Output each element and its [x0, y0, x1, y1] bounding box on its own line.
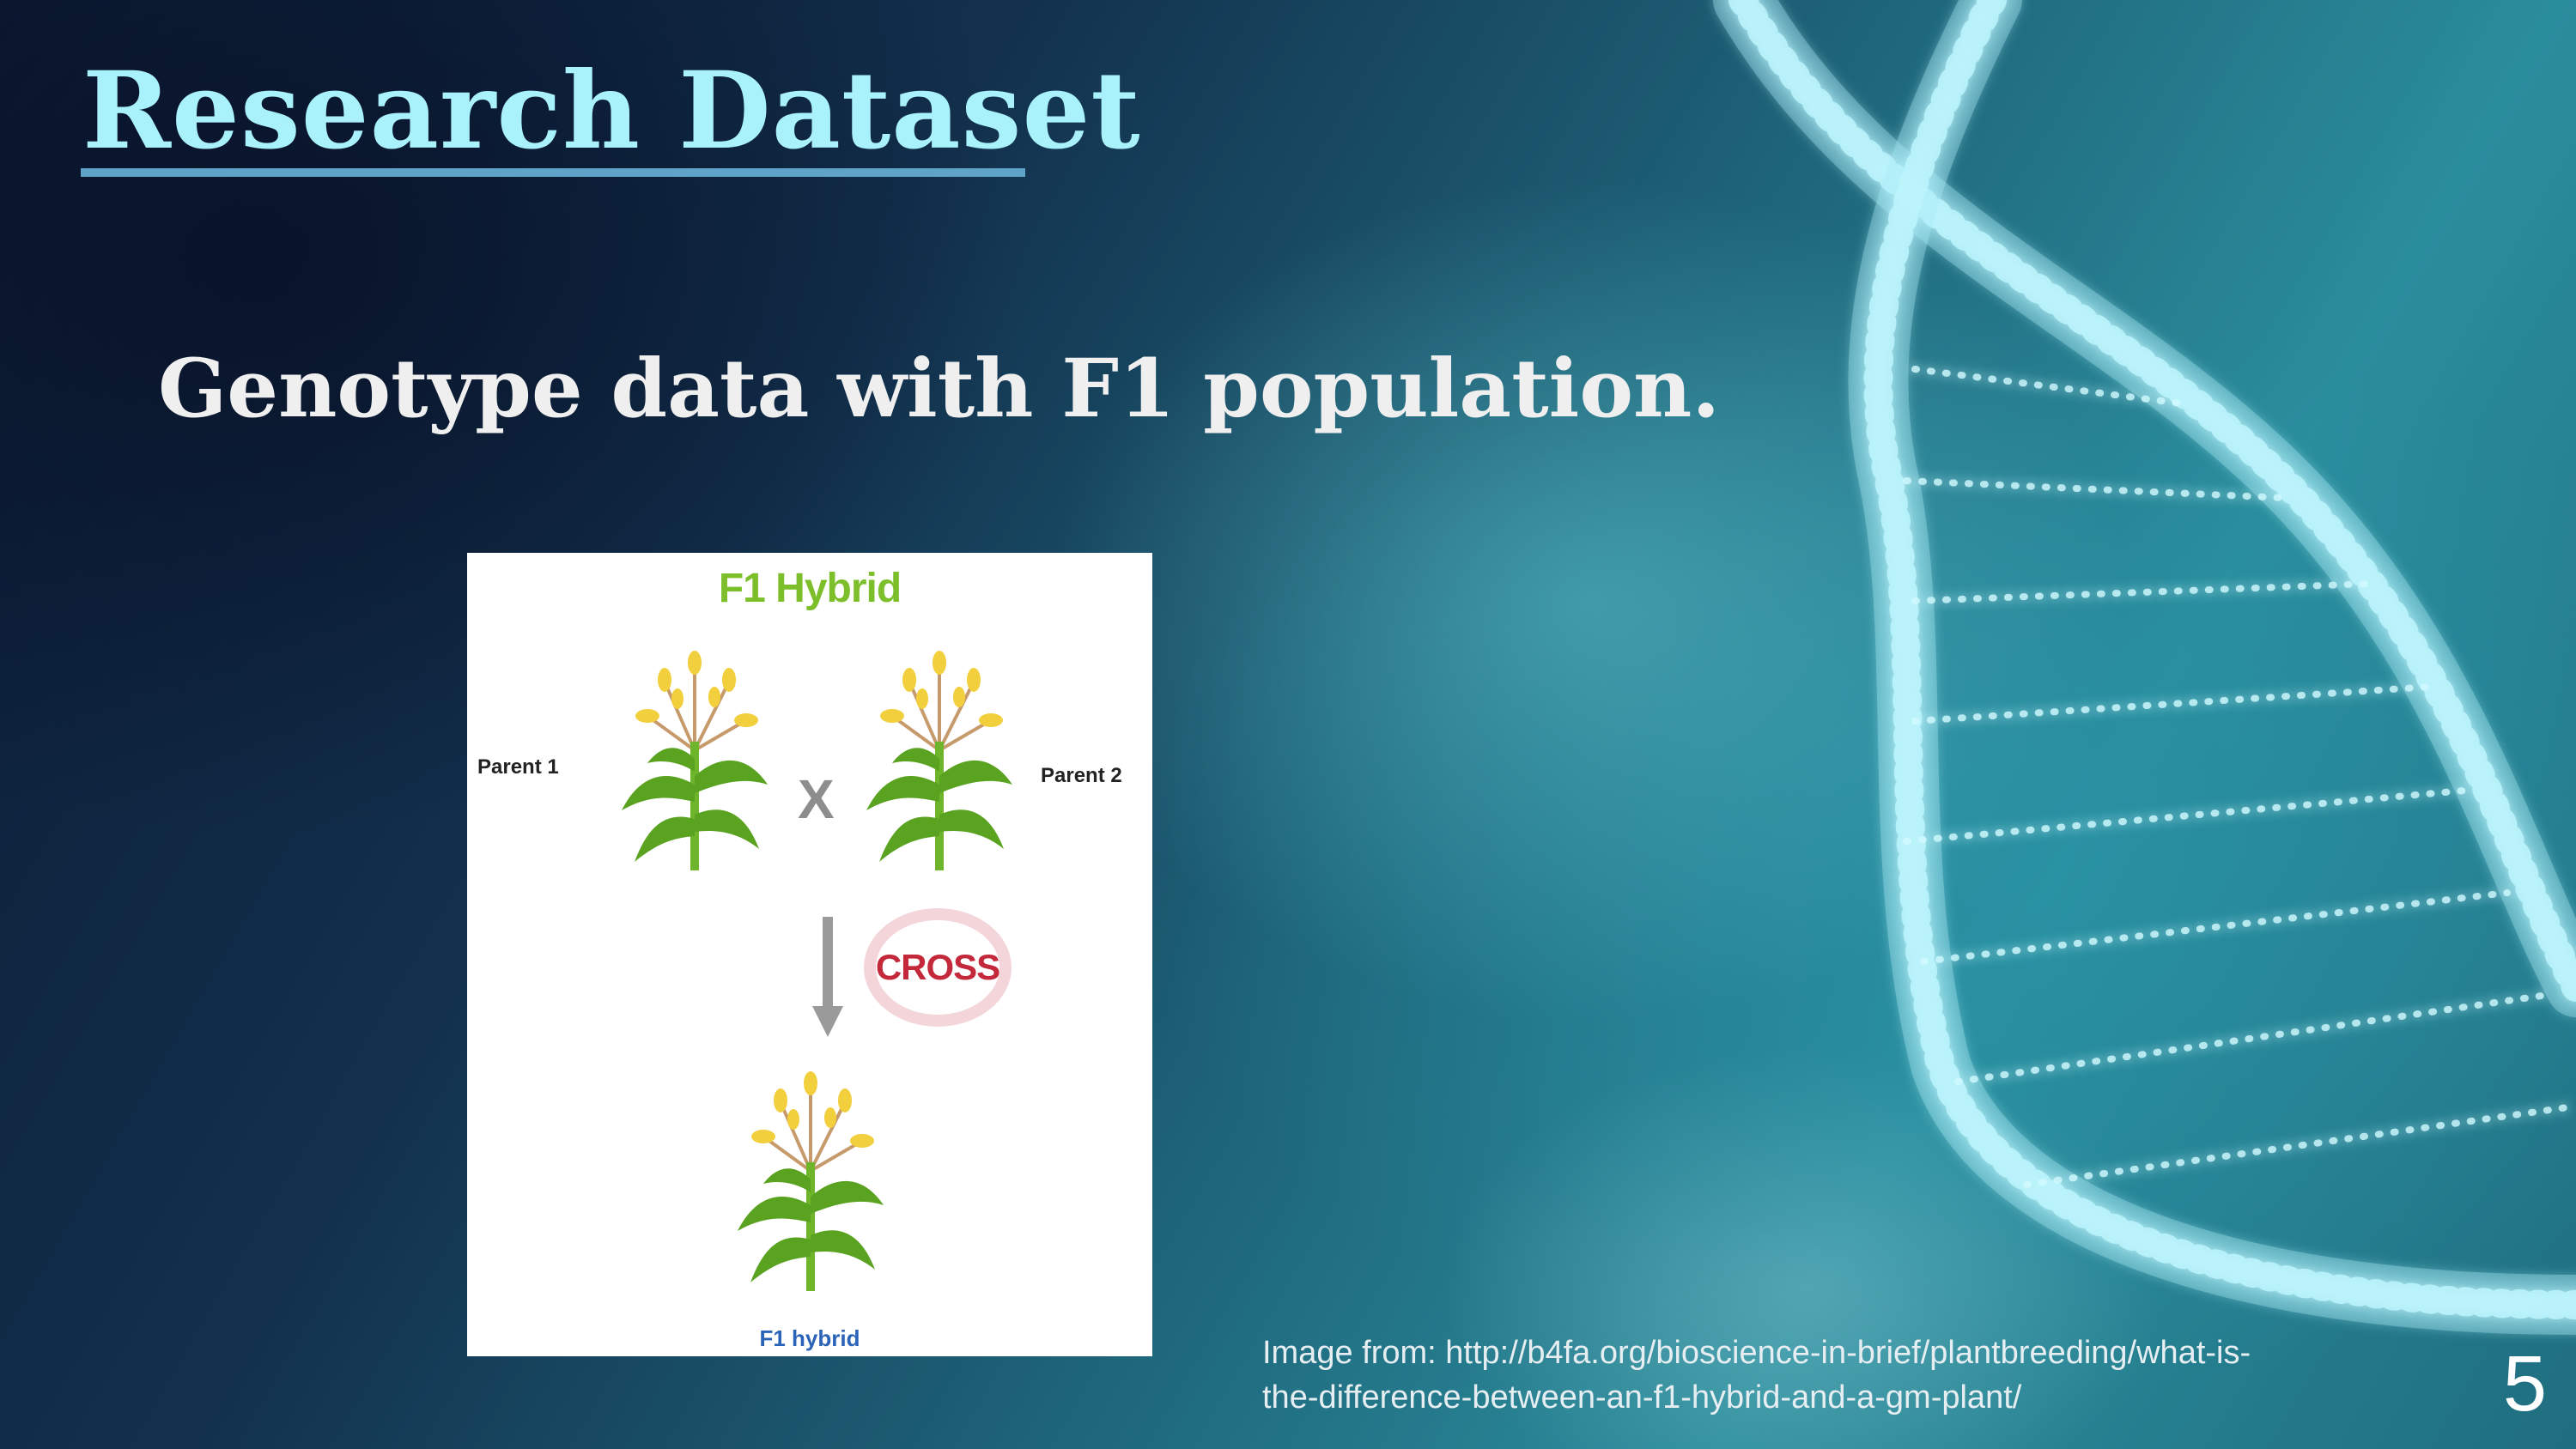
slide-subtitle: Genotype data with F1 population.: [158, 342, 1721, 436]
cross-symbol: X: [798, 768, 835, 830]
figure-title: F1 Hybrid: [718, 566, 902, 611]
arrow-down-icon: [812, 917, 843, 1037]
cross-badge: CROSS: [864, 908, 1012, 1027]
slide-title: Research Dataset: [82, 49, 1141, 173]
title-underline: [81, 168, 1025, 177]
image-credit-line-1: Image from: http://b4fa.org/bioscience-i…: [1262, 1335, 2251, 1371]
parent2-label: Parent 2: [1041, 764, 1122, 787]
parent1-plant-icon: [622, 651, 768, 870]
dna-helix-background: [1713, 0, 2576, 1335]
image-credit: Image from: http://b4fa.org/bioscience-i…: [1262, 1331, 2379, 1420]
offspring-label: F1 hybrid: [759, 1325, 860, 1351]
image-credit-line-2: the-difference-between-an-f1-hybrid-and-…: [1262, 1379, 2022, 1416]
f1-hybrid-figure: F1 Hybrid Parent 1 Parent 2: [467, 553, 1152, 1356]
parent1-label: Parent 1: [477, 755, 559, 779]
parent2-plant-icon: [866, 651, 1012, 870]
f1-hybrid-plant-icon: [738, 1071, 884, 1291]
page-number: 5: [2502, 1340, 2547, 1428]
